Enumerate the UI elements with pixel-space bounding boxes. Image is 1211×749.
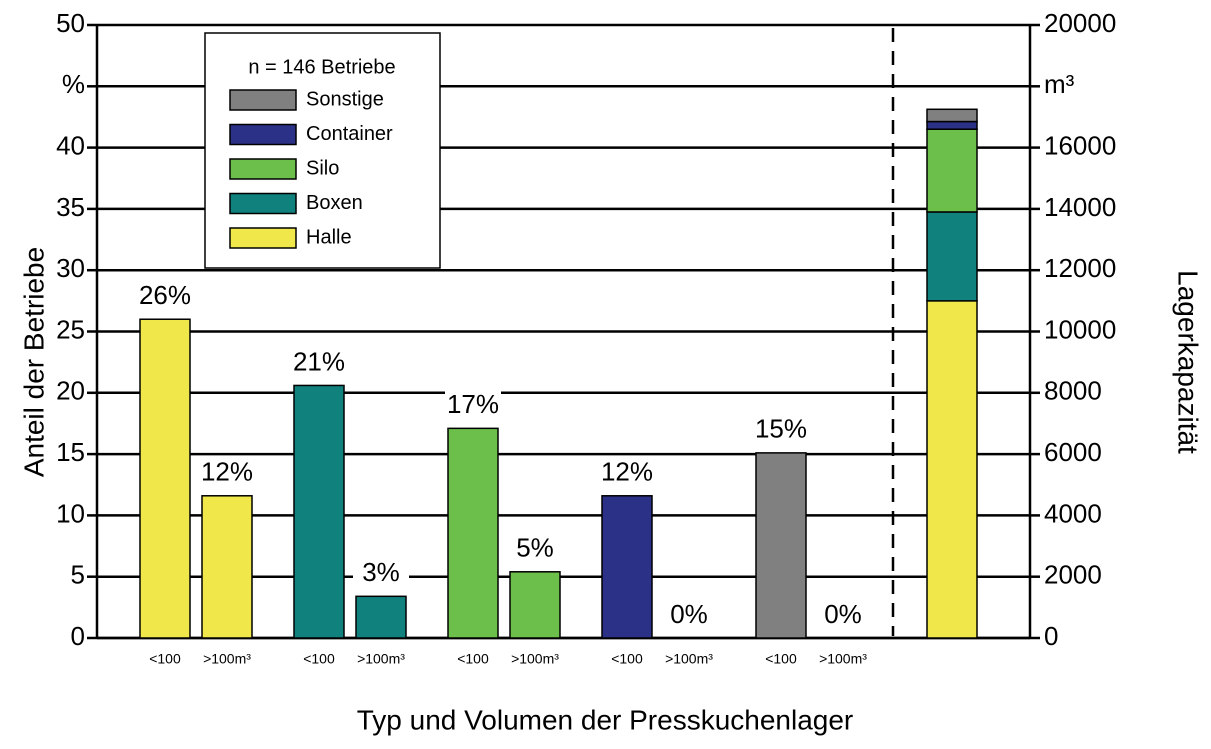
value-label: 17% — [447, 389, 499, 419]
bar — [601, 495, 653, 639]
x-tick-label: >100m³ — [511, 651, 559, 667]
legend-label: Sonstige — [306, 88, 384, 110]
bar — [755, 452, 807, 639]
value-label-bg — [815, 600, 871, 630]
value-label-bg — [661, 600, 717, 630]
bar — [201, 495, 253, 639]
stacked-bar — [926, 120, 978, 130]
y2-tick-label: 12000 — [1044, 253, 1116, 283]
bar — [139, 318, 191, 639]
y2-tick-label: 2000 — [1044, 560, 1102, 590]
y-tick-label: 0 — [71, 621, 85, 651]
x-tick-label: <100 — [611, 651, 643, 667]
stacked-bar — [926, 128, 978, 213]
y2-tick-label: 10000 — [1044, 314, 1116, 344]
value-label: 3% — [362, 557, 400, 587]
x-tick-label: <100 — [149, 651, 181, 667]
value-label-bg — [445, 390, 501, 421]
y2-tick-label: 4000 — [1044, 498, 1102, 528]
y-tick-label: 30 — [56, 253, 85, 283]
x-tick-label: >100m³ — [665, 651, 713, 667]
bar — [509, 571, 561, 639]
y-tick-label: 10 — [56, 498, 85, 528]
y2-tick-label: m³ — [1044, 69, 1075, 99]
value-label: 12% — [201, 457, 253, 487]
legend-swatch — [229, 227, 297, 249]
y-tick-label: % — [62, 69, 85, 99]
x-tick-label: <100 — [765, 651, 797, 667]
x-tick-label: <100 — [303, 651, 335, 667]
value-label-bg — [753, 414, 809, 445]
legend-title: n = 146 Betriebe — [248, 56, 395, 78]
stacked-bar — [926, 108, 978, 123]
stacked-bar — [926, 300, 978, 639]
y-tick-label: 35 — [56, 192, 85, 222]
y2-tick-label: 14000 — [1044, 192, 1116, 222]
stacked-bar — [926, 211, 978, 302]
x-tick-label: >100m³ — [819, 651, 867, 667]
value-label-bg — [137, 281, 193, 312]
value-label: 26% — [139, 280, 191, 310]
value-label-bg — [353, 558, 409, 589]
x-tick-label: >100m³ — [357, 651, 405, 667]
value-label: 5% — [516, 533, 554, 563]
x-tick-label: >100m³ — [203, 651, 251, 667]
y2-axis-label: Lagerkapazität — [1173, 270, 1204, 454]
value-label: 15% — [755, 414, 807, 444]
value-label: 0% — [824, 599, 862, 629]
y-tick-label: 50 — [56, 8, 85, 38]
y2-tick-label: 20000 — [1044, 8, 1116, 38]
bar — [293, 384, 345, 639]
y-tick-label: 5 — [71, 560, 85, 590]
y-tick-label: 15 — [56, 437, 85, 467]
legend-swatch — [229, 158, 297, 180]
y2-tick-label: 6000 — [1044, 437, 1102, 467]
value-label-bg — [507, 533, 563, 564]
legend-swatch — [229, 192, 297, 215]
x-tick-label: <100 — [457, 651, 489, 667]
y-tick-label: 25 — [56, 314, 85, 344]
legend-label: Silo — [306, 157, 339, 179]
y-tick-label: 40 — [56, 130, 85, 160]
value-label: 12% — [601, 457, 653, 487]
value-label-bg — [199, 457, 255, 488]
legend-label: Container — [306, 123, 393, 145]
legend-swatch — [229, 123, 297, 146]
bar — [447, 427, 499, 639]
value-label: 0% — [670, 599, 708, 629]
value-label: 21% — [293, 346, 345, 376]
y2-tick-label: 8000 — [1044, 376, 1102, 406]
y2-tick-label: 16000 — [1044, 130, 1116, 160]
bar — [355, 595, 407, 639]
x-axis-label: Typ und Volumen der Presskuchenlager — [357, 704, 854, 735]
legend-label: Halle — [306, 226, 352, 248]
y-tick-label: 20 — [56, 376, 85, 406]
value-label-bg — [599, 457, 655, 488]
value-label-bg — [291, 347, 347, 378]
y2-tick-label: 0 — [1044, 621, 1058, 651]
legend-swatch — [229, 89, 297, 111]
legend-label: Boxen — [306, 192, 363, 214]
y-axis-label: Anteil der Betriebe — [18, 247, 49, 477]
